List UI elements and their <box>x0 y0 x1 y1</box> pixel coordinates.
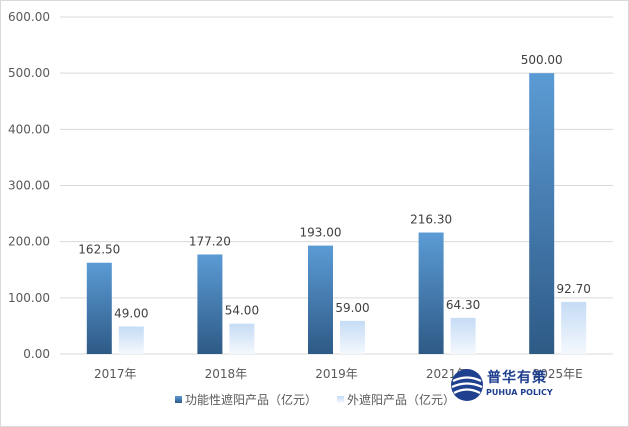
legend: 功能性遮阳产品（亿元） 外遮阳产品（亿元） <box>175 392 455 407</box>
watermark-name-cn: 普华有策 <box>487 370 547 386</box>
x-tick-label: 2025年E <box>533 367 583 381</box>
bar-functional-shading <box>86 262 112 354</box>
x-tick-label: 2017年 <box>94 367 137 381</box>
bar-external-shading <box>340 320 365 354</box>
puhua-watermark: 普华有策 PUHUA POLICY <box>450 366 580 406</box>
bar-functional-shading <box>308 245 333 354</box>
data-label: 49.00 <box>114 306 148 320</box>
puhua-logo-icon <box>451 369 483 401</box>
legend-swatch-functional-shading <box>175 396 182 403</box>
data-label: 64.30 <box>446 298 480 312</box>
x-axis-ticks: 2017年 2018年 2019年 2021年 2025年E <box>94 367 583 381</box>
bar-external-shading <box>118 326 144 354</box>
y-axis-ticks: 0.00 100.00 200.00 300.00 400.00 500.00 600.00 <box>8 10 50 361</box>
bar-functional-shading <box>529 73 555 355</box>
watermark-name-en: PUHUA POLICY <box>486 388 553 397</box>
data-label: 92.70 <box>557 282 591 296</box>
y-tick-label: 600.00 <box>8 10 50 24</box>
bar-functional-shading <box>418 232 444 354</box>
y-tick-label: 0.00 <box>23 347 50 361</box>
data-label: 54.00 <box>225 304 259 318</box>
y-tick-label: 200.00 <box>8 235 50 249</box>
y-tick-label: 300.00 <box>8 179 50 193</box>
bars <box>86 73 587 355</box>
gridlines <box>60 16 613 355</box>
legend-swatch-external-shading <box>337 396 344 403</box>
data-label: 162.50 <box>78 243 120 257</box>
bar-external-shading <box>229 323 255 354</box>
data-label: 500.00 <box>521 53 563 67</box>
legend-label-functional-shading: 功能性遮阳产品（亿元） <box>185 392 317 407</box>
bar-external-shading <box>561 301 587 354</box>
bar-functional-shading <box>197 254 223 354</box>
data-label: 59.00 <box>335 301 369 315</box>
y-tick-label: 400.00 <box>8 122 50 136</box>
data-label: 177.20 <box>189 234 231 248</box>
x-tick-label: 2018年 <box>205 367 248 381</box>
y-tick-label: 100.00 <box>8 291 50 305</box>
data-labels: 162.50 49.00 177.20 54.00 193.00 59.00 216.30 6… <box>78 53 591 320</box>
y-tick-label: 500.00 <box>8 66 50 80</box>
legend-label-external-shading: 外遮阳产品（亿元） <box>347 392 455 407</box>
data-label: 216.30 <box>410 213 452 227</box>
data-label: 193.00 <box>300 226 342 240</box>
bar-external-shading <box>450 317 476 354</box>
x-tick-label: 2019年 <box>315 367 358 381</box>
